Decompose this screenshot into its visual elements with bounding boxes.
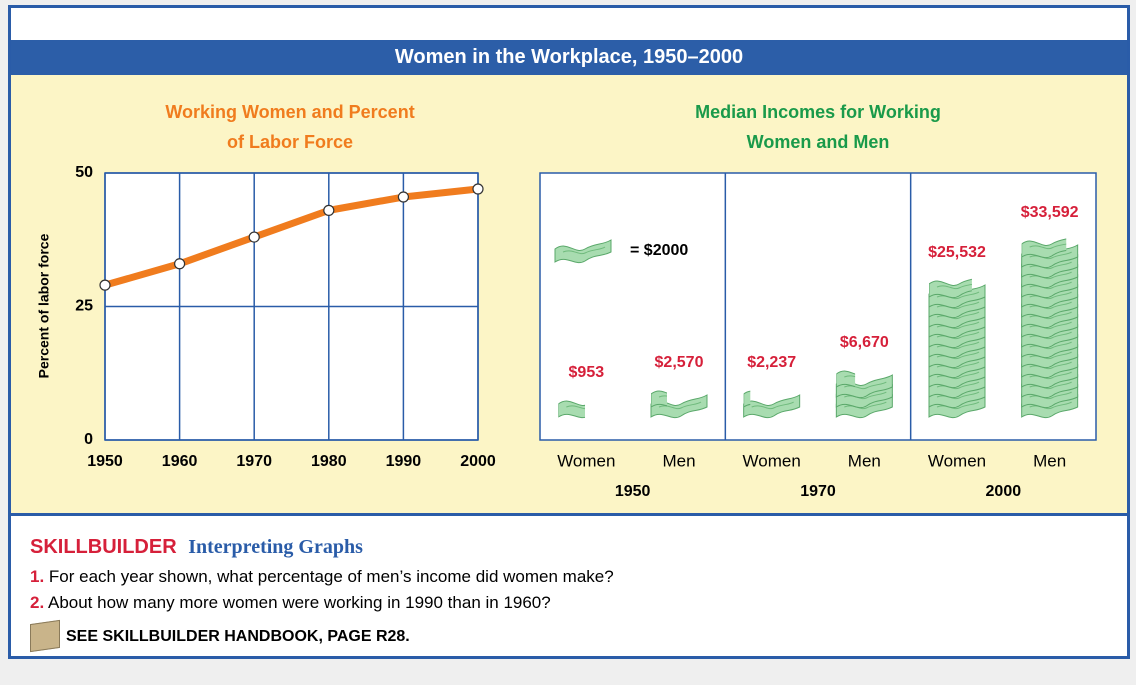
question-text: About how many more women were working i… xyxy=(48,593,551,612)
data-point xyxy=(398,192,408,202)
y-tick-label: 25 xyxy=(75,298,93,315)
x-tick-label: 2000 xyxy=(460,453,496,470)
value-label: $953 xyxy=(569,364,605,381)
value-label: $33,592 xyxy=(1021,204,1079,221)
category-label: Women xyxy=(557,451,615,470)
skillbuilder-heading: SKILLBUILDER Interpreting Graphs xyxy=(30,536,363,559)
y-axis-label: Percent of labor force xyxy=(36,233,52,378)
y-tick-label: 50 xyxy=(75,164,93,181)
data-point xyxy=(249,232,259,242)
book-icon xyxy=(30,620,60,652)
data-point xyxy=(175,259,185,269)
group-label: 2000 xyxy=(986,483,1022,500)
value-label: $2,570 xyxy=(655,354,704,371)
value-label: $25,532 xyxy=(928,244,986,261)
data-point xyxy=(473,184,483,194)
bill-stack xyxy=(929,275,985,418)
legend-label: = $2000 xyxy=(630,242,688,259)
data-point xyxy=(324,205,334,215)
x-tick-label: 1950 xyxy=(87,453,123,470)
group-label: 1970 xyxy=(800,483,836,500)
category-label: Men xyxy=(1033,451,1066,470)
bill-stack xyxy=(1022,235,1078,418)
x-tick-label: 1990 xyxy=(386,453,422,470)
value-label: $6,670 xyxy=(840,334,889,351)
x-tick-label: 1970 xyxy=(236,453,272,470)
category-label: Women xyxy=(928,451,986,470)
question: 2. About how many more women were workin… xyxy=(30,590,614,616)
questions: 1. For each year shown, what percentage … xyxy=(30,564,614,616)
skillbuilder-title: Interpreting Graphs xyxy=(188,536,363,558)
x-tick-label: 1960 xyxy=(162,453,198,470)
category-label: Men xyxy=(848,451,881,470)
question: 1. For each year shown, what percentage … xyxy=(30,564,614,590)
y-tick-label: 0 xyxy=(84,431,93,448)
reference: SEE SKILLBUILDER HANDBOOK, PAGE R28. xyxy=(66,628,410,646)
group-label: 1950 xyxy=(615,483,651,500)
value-label: $2,237 xyxy=(747,354,796,371)
category-label: Men xyxy=(662,451,695,470)
category-label: Women xyxy=(743,451,801,470)
plot-area xyxy=(540,173,1096,440)
question-text: For each year shown, what percentage of … xyxy=(49,567,614,586)
skillbuilder-label: SKILLBUILDER xyxy=(30,536,177,558)
question-number: 1. xyxy=(30,567,44,586)
data-point xyxy=(100,280,110,290)
x-tick-label: 1980 xyxy=(311,453,347,470)
page: Women in the Workplace, 1950–2000 Workin… xyxy=(0,0,1136,685)
question-number: 2. xyxy=(30,593,44,612)
